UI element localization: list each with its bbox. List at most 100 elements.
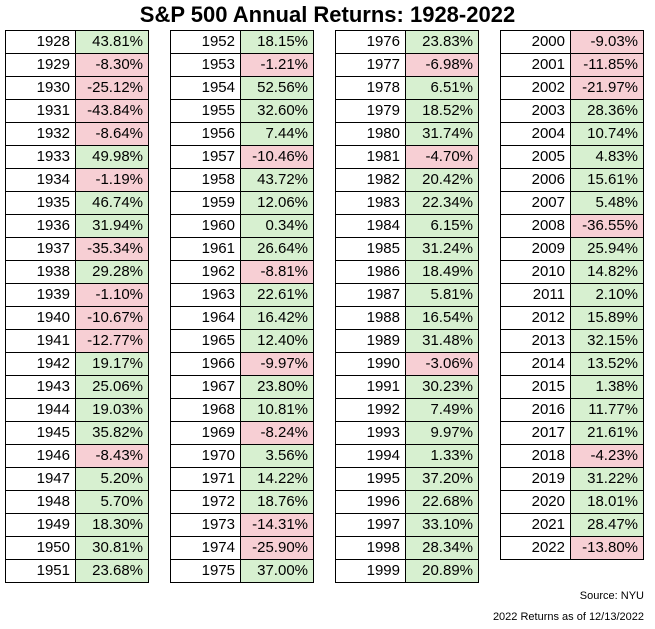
table-row: 1983 22.34% (335, 191, 479, 215)
table-row: 1981 -4.70% (335, 145, 479, 169)
return-cell-positive: 26.64% (240, 237, 314, 261)
return-cell-negative: -10.67% (75, 306, 149, 330)
year-cell: 1960 (170, 214, 241, 238)
table-row: 1941 -12.77% (5, 329, 149, 353)
return-cell-negative: -1.10% (75, 283, 149, 307)
year-cell: 1985 (335, 237, 406, 261)
table-row: 2012 15.89% (500, 306, 644, 330)
return-cell-negative: -9.03% (570, 30, 644, 54)
year-cell: 1982 (335, 168, 406, 192)
year-cell: 1958 (170, 168, 241, 192)
table-row: 2016 11.77% (500, 398, 644, 422)
table-row: 1962 -8.81% (170, 260, 314, 284)
return-cell-negative: -43.84% (75, 99, 149, 123)
year-cell: 1949 (5, 513, 76, 537)
table-row: 1967 23.80% (170, 375, 314, 399)
year-cell: 1999 (335, 559, 406, 583)
year-cell: 1995 (335, 467, 406, 491)
return-cell-positive: 19.03% (75, 398, 149, 422)
return-cell-negative: -11.85% (570, 53, 644, 77)
return-cell-positive: 0.34% (240, 214, 314, 238)
year-cell: 1945 (5, 421, 76, 445)
year-cell: 2022 (500, 536, 571, 560)
table-row: 1969 -8.24% (170, 421, 314, 445)
table-row: 2007 5.48% (500, 191, 644, 215)
return-cell-negative: -36.55% (570, 214, 644, 238)
year-cell: 2004 (500, 122, 571, 146)
year-cell: 1988 (335, 306, 406, 330)
table-row: 2010 14.82% (500, 260, 644, 284)
table-row: 1976 23.83% (335, 30, 479, 54)
year-cell: 1971 (170, 467, 241, 491)
table-row: 2014 13.52% (500, 352, 644, 376)
return-cell-negative: -35.34% (75, 237, 149, 261)
table-row: 1961 26.64% (170, 237, 314, 261)
table-row: 1934 -1.19% (5, 168, 149, 192)
year-cell: 1956 (170, 122, 241, 146)
table-row: 1992 7.49% (335, 398, 479, 422)
table-row: 1929 -8.30% (5, 53, 149, 77)
return-cell-negative: -14.31% (240, 513, 314, 537)
table-row: 1928 43.81% (5, 30, 149, 54)
table-row: 1974 -25.90% (170, 536, 314, 560)
return-cell-negative: -6.98% (405, 53, 479, 77)
returns-table-1928-1951: 1928 43.81% 1929 -8.30% 1930 -25.12% 1931 -43.8… (5, 30, 149, 583)
year-cell: 2016 (500, 398, 571, 422)
year-cell: 2021 (500, 513, 571, 537)
return-cell-positive: 32.60% (240, 99, 314, 123)
return-cell-negative: -8.24% (240, 421, 314, 445)
table-row: 1991 30.23% (335, 375, 479, 399)
source-note: Source: NYU (579, 590, 644, 602)
return-cell-positive: 31.24% (405, 237, 479, 261)
table-row: 1995 37.20% (335, 467, 479, 491)
year-cell: 1973 (170, 513, 241, 537)
table-row: 1953 -1.21% (170, 53, 314, 77)
year-cell: 1938 (5, 260, 76, 284)
year-cell: 1959 (170, 191, 241, 215)
return-cell-positive: 16.54% (405, 306, 479, 330)
return-cell-positive: 18.30% (75, 513, 149, 537)
table-row: 2005 4.83% (500, 145, 644, 169)
year-cell: 1986 (335, 260, 406, 284)
table-row: 1999 20.89% (335, 559, 479, 583)
table-row: 1948 5.70% (5, 490, 149, 514)
table-row: 1980 31.74% (335, 122, 479, 146)
return-cell-negative: -4.23% (570, 444, 644, 468)
table-row: 1958 43.72% (170, 168, 314, 192)
as-of-note: 2022 Returns as of 12/13/2022 (492, 611, 644, 623)
return-cell-positive: 21.61% (570, 421, 644, 445)
table-row: 2004 10.74% (500, 122, 644, 146)
year-cell: 1974 (170, 536, 241, 560)
return-cell-positive: 25.94% (570, 237, 644, 261)
return-cell-negative: -25.90% (240, 536, 314, 560)
year-cell: 1931 (5, 99, 76, 123)
year-cell: 1964 (170, 306, 241, 330)
year-cell: 1940 (5, 306, 76, 330)
year-cell: 1972 (170, 490, 241, 514)
year-cell: 2020 (500, 490, 571, 514)
return-cell-positive: 18.52% (405, 99, 479, 123)
return-cell-positive: 1.38% (570, 375, 644, 399)
year-cell: 1952 (170, 30, 241, 54)
year-cell: 2019 (500, 467, 571, 491)
table-row: 1957 -10.46% (170, 145, 314, 169)
table-row: 1989 31.48% (335, 329, 479, 353)
table-row: 1986 18.49% (335, 260, 479, 284)
year-cell: 1939 (5, 283, 76, 307)
return-cell-positive: 29.28% (75, 260, 149, 284)
year-cell: 1981 (335, 145, 406, 169)
year-cell: 2018 (500, 444, 571, 468)
table-row: 1994 1.33% (335, 444, 479, 468)
return-cell-positive: 5.48% (570, 191, 644, 215)
return-cell-positive: 10.81% (240, 398, 314, 422)
year-cell: 2006 (500, 168, 571, 192)
year-cell: 1967 (170, 375, 241, 399)
year-cell: 1994 (335, 444, 406, 468)
return-cell-positive: 49.98% (75, 145, 149, 169)
year-cell: 1942 (5, 352, 76, 376)
return-cell-positive: 18.01% (570, 490, 644, 514)
return-cell-positive: 46.74% (75, 191, 149, 215)
return-cell-positive: 22.34% (405, 191, 479, 215)
year-cell: 1997 (335, 513, 406, 537)
table-row: 1959 12.06% (170, 191, 314, 215)
